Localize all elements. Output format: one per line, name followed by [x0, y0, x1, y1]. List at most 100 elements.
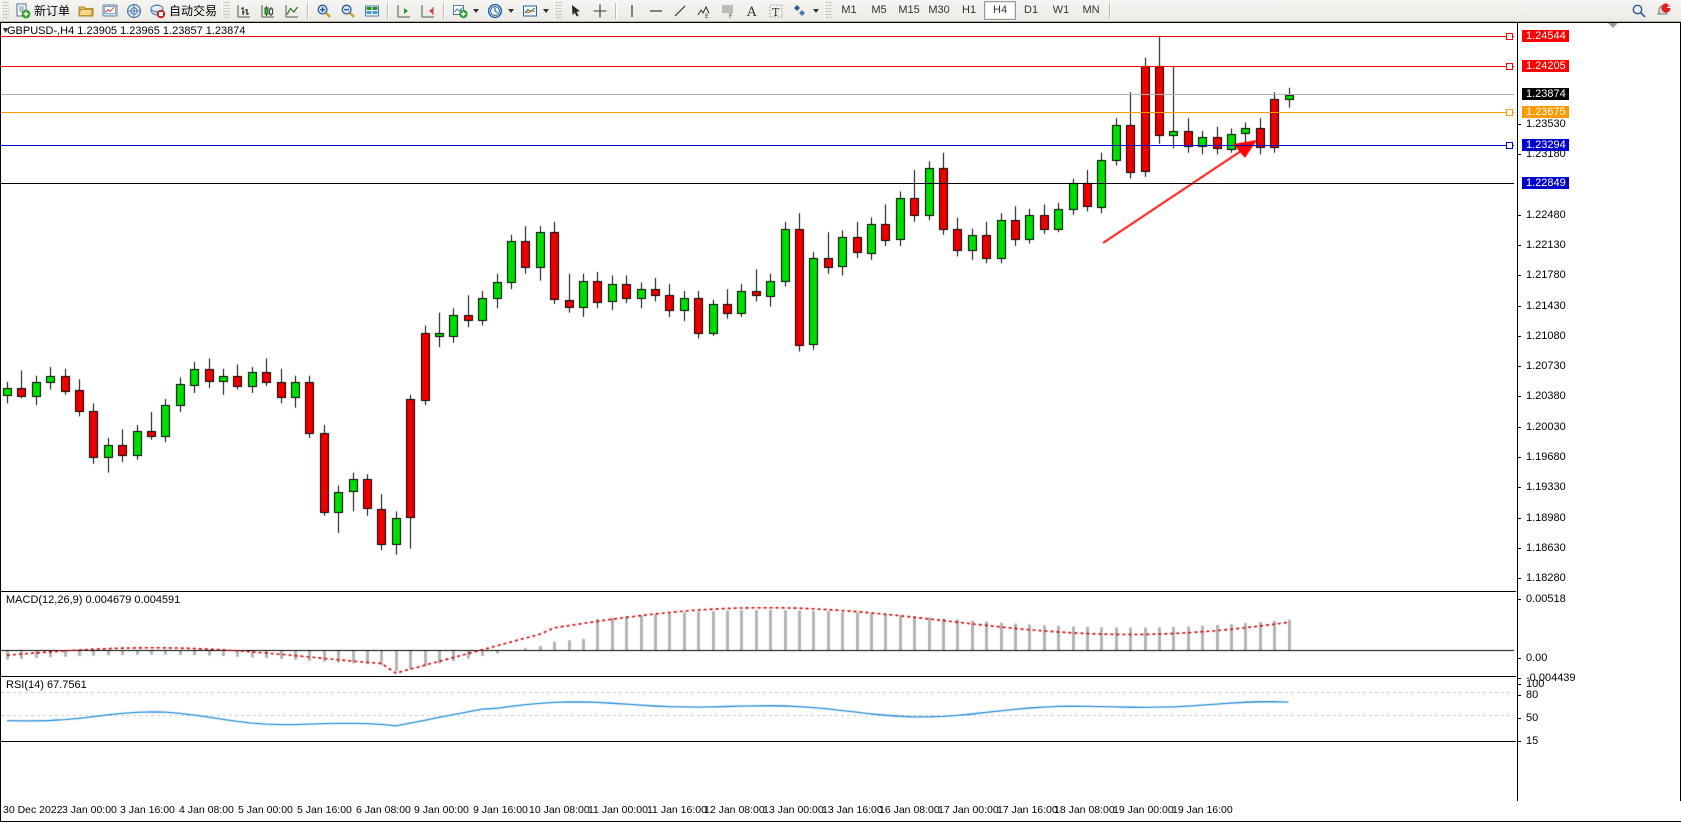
price-level-line[interactable] — [1, 183, 1514, 185]
macd-tick: 0.00518 — [1517, 594, 1566, 605]
time-label: 18 Jan 08:00 — [1054, 804, 1115, 816]
text-icon: A — [744, 3, 760, 19]
add-indicator-button[interactable] — [448, 0, 483, 21]
new-order-button[interactable]: 新订单 — [11, 0, 74, 21]
svg-text:T: T — [772, 6, 780, 19]
price-tick: 1.19680 — [1517, 451, 1566, 462]
timeframe-m5[interactable]: M5 — [871, 4, 887, 16]
price-level-handle[interactable] — [1506, 62, 1513, 70]
timeframe-d1[interactable]: D1 — [1024, 4, 1039, 16]
trendline-button[interactable] — [668, 0, 692, 21]
objects-icon — [792, 3, 808, 19]
alerts-icon — [1655, 2, 1671, 19]
time-label: 5 Jan 16:00 — [297, 804, 352, 816]
price-pane[interactable] — [1, 23, 1516, 592]
time-label: 13 Jan 00:00 — [763, 804, 824, 816]
toolbar-grip-3[interactable] — [554, 2, 563, 19]
scroll-caret-icon[interactable] — [1608, 23, 1618, 28]
price-tick: 1.22480 — [1517, 209, 1566, 220]
period-button[interactable] — [483, 0, 518, 21]
hline-button[interactable] — [644, 0, 668, 21]
price-tick: 1.23180 — [1517, 149, 1566, 160]
period-icon — [487, 3, 503, 19]
terminal-button[interactable] — [98, 0, 122, 21]
chevron-down-icon[interactable] — [473, 8, 480, 13]
time-axis[interactable]: 30 Dec 2022 3 Jan 00:00 3 Jan 16:00 4 Jan 0… — [1, 801, 1681, 821]
folder-button[interactable] — [74, 0, 98, 21]
price-level-line[interactable] — [1, 65, 1514, 67]
price-tick: 1.22130 — [1517, 240, 1566, 251]
price-level-chip[interactable]: 1.22849 — [1522, 177, 1569, 190]
chart-shift-button[interactable] — [392, 0, 416, 21]
toolbar-grip-4[interactable] — [824, 2, 833, 19]
fibo-button[interactable]: F — [716, 0, 740, 21]
timeframe-h1[interactable]: H1 — [962, 4, 977, 16]
time-label: 11 Jan 00:00 — [588, 804, 648, 816]
vline-button[interactable] — [620, 0, 644, 21]
price-level-handle[interactable] — [1506, 141, 1513, 149]
elliott-button[interactable]: E — [692, 0, 716, 21]
chevron-down-icon-3[interactable] — [543, 8, 550, 13]
rsi-title: RSI(14) 67.7561 — [6, 679, 87, 691]
navigator-button[interactable] — [122, 0, 146, 21]
crosshair-button[interactable] — [588, 0, 612, 21]
toolbar-grip-2[interactable] — [222, 2, 231, 19]
price-level-handle[interactable] — [1506, 33, 1513, 41]
candle-chart-button[interactable] — [256, 0, 280, 21]
timeframe-m1[interactable]: M1 — [841, 4, 857, 16]
price-level-chip[interactable]: 1.23675 — [1522, 105, 1569, 118]
price-level-line[interactable] — [1, 144, 1514, 146]
timeframe-m15[interactable]: M15 — [898, 4, 920, 16]
auto-trading-button[interactable]: 自动交易 — [146, 0, 221, 21]
timeframe-w1[interactable]: W1 — [1052, 4, 1070, 16]
cursor-button[interactable] — [564, 0, 588, 21]
trendline-icon — [672, 3, 688, 19]
price-level-line[interactable] — [1, 36, 1514, 38]
alert-badge: 1 — [1666, 1, 1671, 10]
bar-chart-button[interactable] — [232, 0, 256, 21]
hline-icon — [648, 3, 664, 19]
timeframe-mn[interactable]: MN — [1082, 4, 1100, 16]
price-level-chip[interactable]: 1.24544 — [1522, 30, 1569, 43]
time-label: 9 Jan 16:00 — [473, 804, 528, 816]
search-button[interactable] — [1627, 0, 1651, 21]
text-label-button[interactable]: T — [764, 0, 788, 21]
candlestick-canvas[interactable] — [1, 23, 1514, 591]
alerts-button[interactable]: 1 — [1651, 0, 1675, 21]
timeframe-group: M1 M5 M15 M30 H1 H4 D1 W1 MN — [834, 1, 1114, 20]
rsi-pane[interactable]: RSI(14) 67.7561 — [1, 677, 1516, 742]
price-level-chip[interactable]: 1.23294 — [1522, 138, 1569, 151]
zoom-in-button[interactable] — [312, 0, 336, 21]
zoom-in-icon — [316, 3, 332, 19]
new-order-icon — [15, 3, 31, 19]
candle-chart-icon — [260, 3, 276, 19]
time-label: 16 Jan 08:00 — [879, 804, 940, 816]
chevron-down-icon-4[interactable] — [813, 8, 820, 13]
toolbar-separator-3 — [443, 2, 446, 19]
rsi-tick: 80 — [1517, 690, 1538, 701]
auto-scroll-button[interactable] — [416, 0, 440, 21]
data-window-button[interactable] — [360, 0, 384, 21]
objects-button[interactable] — [788, 0, 823, 21]
chevron-down-icon-2[interactable] — [508, 8, 515, 13]
timeframe-m30[interactable]: M30 — [928, 4, 950, 16]
template-button[interactable] — [518, 0, 553, 21]
price-level-line[interactable] — [1, 111, 1514, 113]
zoom-out-button[interactable] — [336, 0, 360, 21]
chart-shift-icon — [396, 3, 412, 19]
price-level-chip[interactable]: 1.24205 — [1522, 59, 1569, 72]
chart-window[interactable]: GBPUSD-,H4 1.23905 1.23965 1.23857 1.238… — [0, 22, 1681, 822]
fibo-icon: F — [720, 3, 736, 19]
toolbar-grip[interactable] — [1, 2, 9, 19]
text-button[interactable]: A — [740, 0, 764, 21]
price-axis[interactable]: 1.23530 1.23180 1.22480 1.22130 1.21780 1.214… — [1517, 23, 1681, 821]
line-chart-button[interactable] — [280, 0, 304, 21]
price-level-chip[interactable]: 1.23874 — [1522, 88, 1569, 101]
price-tick: 1.18280 — [1517, 573, 1566, 584]
macd-pane[interactable]: MACD(12,26,9) 0.004679 0.004591 — [1, 592, 1516, 677]
time-label: 4 Jan 08:00 — [179, 804, 234, 816]
svg-text:A: A — [746, 5, 757, 19]
price-level-handle[interactable] — [1506, 108, 1513, 116]
price-level-line[interactable] — [1, 94, 1514, 96]
timeframe-h4[interactable]: H4 — [984, 1, 1017, 20]
